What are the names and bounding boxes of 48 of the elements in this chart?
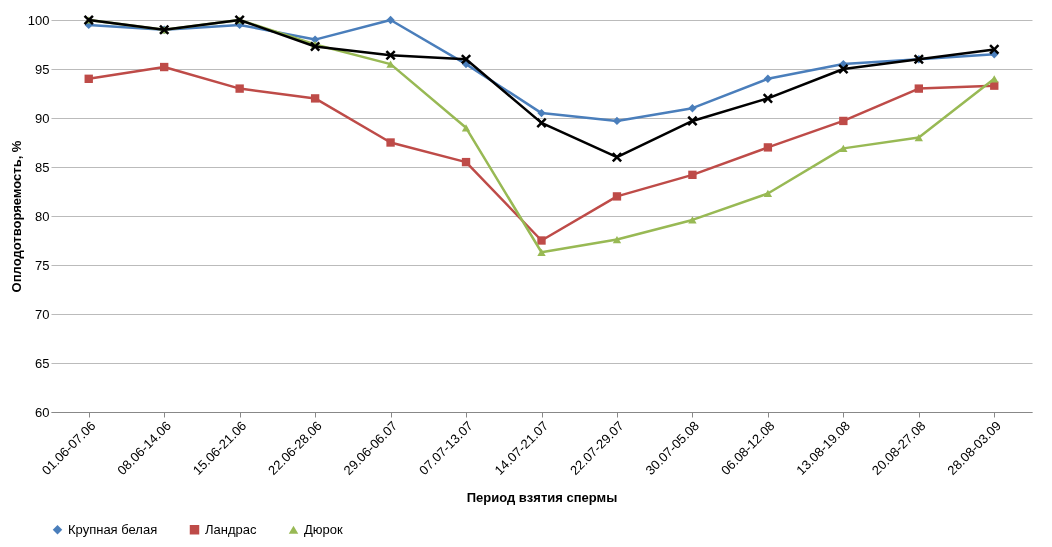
point — [763, 189, 773, 198]
point — [612, 235, 622, 244]
point — [914, 133, 923, 142]
point — [990, 75, 999, 83]
point — [688, 216, 697, 224]
y-tick-label: 65 — [35, 355, 50, 371]
point — [235, 84, 244, 93]
y-tick-label: 95 — [35, 61, 50, 77]
y-tick-label: 70 — [35, 306, 50, 322]
y-tick-label: 80 — [35, 208, 50, 224]
y-tick-label: 90 — [35, 110, 50, 126]
legend-label: Дюрок — [304, 521, 344, 537]
point — [763, 74, 773, 83]
point — [386, 60, 395, 68]
point — [537, 236, 546, 245]
y-tick-label: 75 — [35, 257, 50, 273]
point — [386, 138, 395, 147]
point — [914, 84, 923, 93]
point — [612, 116, 622, 126]
legend-label: Ландрас — [205, 521, 257, 537]
point — [839, 116, 848, 126]
point — [612, 192, 622, 201]
point — [686, 115, 698, 127]
point — [839, 144, 848, 152]
point — [611, 151, 623, 163]
point — [688, 170, 697, 180]
x-axis-title: Период взятия спермы — [466, 489, 618, 505]
point — [460, 53, 472, 65]
point — [763, 143, 773, 152]
point — [461, 157, 471, 167]
point — [386, 15, 395, 25]
point — [385, 49, 397, 61]
point — [988, 43, 1000, 55]
legend-label: Крупная белая — [68, 521, 158, 537]
y-tick-label: 100 — [27, 12, 50, 28]
point — [160, 62, 169, 72]
y-axis-title: Оплодотворяемость, % — [8, 140, 24, 293]
point — [537, 108, 546, 118]
point — [762, 92, 774, 104]
point — [84, 74, 93, 83]
y-tick-label: 85 — [35, 159, 50, 175]
point — [688, 104, 697, 113]
point — [461, 124, 471, 132]
y-tick-label: 60 — [35, 404, 50, 420]
point — [536, 117, 547, 129]
point — [537, 248, 546, 256]
point — [837, 63, 849, 75]
point — [310, 94, 320, 103]
